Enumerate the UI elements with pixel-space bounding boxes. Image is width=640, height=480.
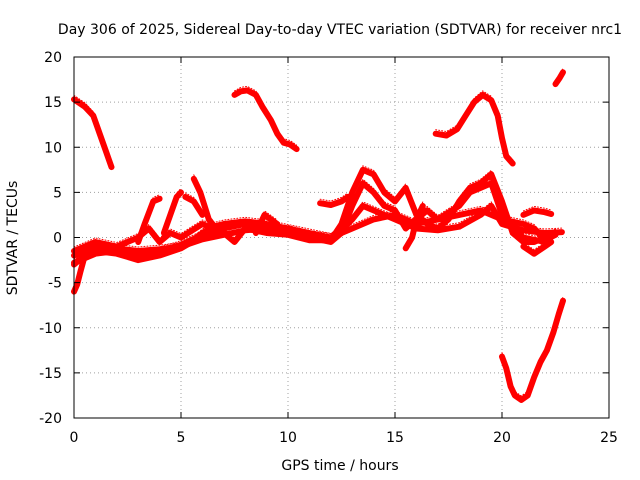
y-tick-label: 0 bbox=[53, 231, 62, 247]
y-tick-label: -10 bbox=[39, 321, 62, 337]
x-tick-label: 20 bbox=[493, 430, 511, 446]
y-tick-label: 5 bbox=[53, 185, 62, 201]
series-segment-mid-marker-edge bbox=[319, 192, 349, 202]
series-arc-end-high-marker-edge bbox=[555, 67, 564, 81]
x-axis-label: GPS time / hours bbox=[281, 458, 398, 474]
series-spike-mid-2-marker-edge bbox=[184, 192, 203, 212]
series-arc-end-high bbox=[552, 69, 566, 88]
series-arc-low-late bbox=[499, 297, 566, 403]
series-segment-mid bbox=[317, 193, 351, 208]
series-tail-late bbox=[520, 207, 555, 218]
series-arc-late-high-marker-edge bbox=[435, 90, 514, 160]
x-tick-label: 5 bbox=[177, 430, 186, 446]
series-band-d bbox=[71, 207, 559, 268]
series-spike-early-2-marker-edge bbox=[163, 187, 182, 230]
x-tick-label: 0 bbox=[70, 430, 79, 446]
y-tick-label: -5 bbox=[48, 276, 62, 292]
y-tick-label: 20 bbox=[44, 50, 62, 66]
series-tail-late-marker-edge bbox=[522, 205, 552, 212]
y-tick-label: 10 bbox=[44, 140, 62, 156]
series-arc-noon-high bbox=[231, 87, 300, 153]
series-spike-mid-marker-edge bbox=[193, 174, 220, 230]
series-band-c-marker-edge bbox=[73, 165, 556, 248]
series-spike-early-marker-edge bbox=[137, 194, 161, 239]
series-arc-low-late-marker-edge bbox=[501, 296, 564, 397]
y-tick-label: -15 bbox=[39, 366, 62, 382]
series-spike-sep-marker-edge bbox=[405, 201, 424, 245]
chart-title: Day 306 of 2025, Sidereal Day-to-day VTE… bbox=[58, 22, 622, 38]
series-band-d-marker-edge bbox=[73, 205, 556, 262]
series-spike-mid-3 bbox=[252, 211, 281, 236]
x-tick-label: 15 bbox=[386, 430, 404, 446]
series-band-a-marker-edge bbox=[73, 201, 563, 252]
y-tick-label: -20 bbox=[39, 411, 62, 427]
series-spike-sep bbox=[402, 202, 426, 252]
axes: 0 5 10 15 20 25 -20 -15 -10 -5 0 5 10 15 20 bbox=[39, 50, 618, 446]
y-tick-label: 15 bbox=[44, 95, 62, 111]
x-tick-label: 25 bbox=[600, 430, 618, 446]
series-arc-high-early bbox=[71, 96, 115, 171]
series-band-b-marker-edge bbox=[73, 178, 556, 260]
y-axis-label: SDTVAR / TECUs bbox=[5, 181, 21, 296]
series-spike-early bbox=[135, 195, 163, 245]
x-tick-label: 10 bbox=[279, 430, 297, 446]
series-spike-mid-3-marker-edge bbox=[255, 210, 278, 230]
series-arc-late-high bbox=[432, 91, 516, 167]
series-spike-mid bbox=[190, 175, 223, 236]
series-band-c bbox=[71, 166, 559, 254]
series-tail-late-2-marker-edge bbox=[522, 237, 552, 251]
data-layer bbox=[71, 67, 566, 403]
series-spike-mid-2 bbox=[182, 193, 206, 218]
series-spike-early-2 bbox=[160, 189, 184, 236]
series-tail-late-2 bbox=[520, 239, 555, 257]
series-arc-high-early-marker-edge bbox=[73, 94, 112, 164]
series-arc-noon-high-marker-edge bbox=[234, 85, 298, 146]
